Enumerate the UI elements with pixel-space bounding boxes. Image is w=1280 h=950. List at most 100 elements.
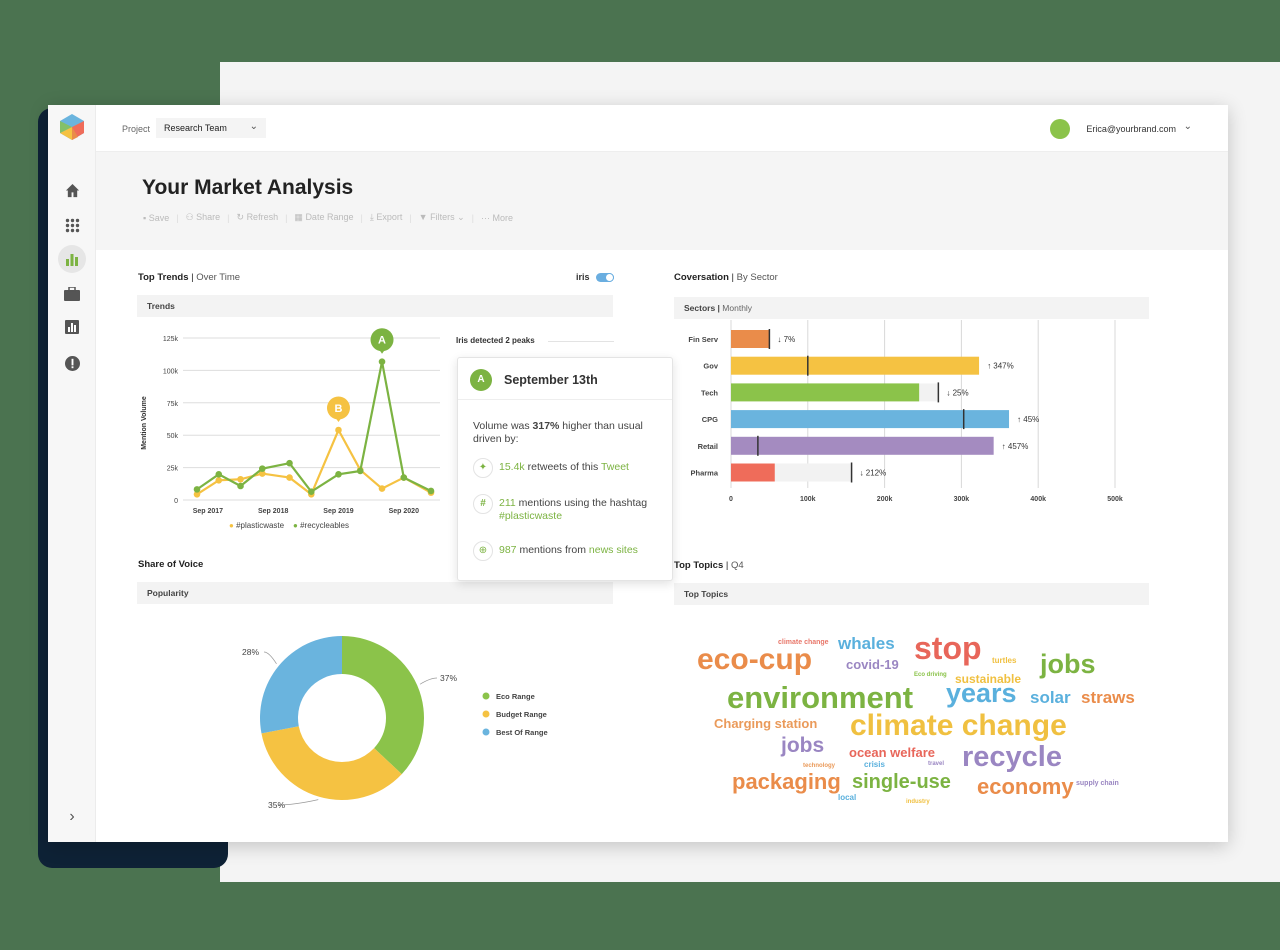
popularity-panel-header: Popularity (137, 582, 613, 604)
bar-gov (731, 356, 980, 375)
topic-word[interactable]: whales (838, 634, 895, 653)
bar-tech (731, 383, 920, 402)
save-button[interactable]: ▪ Save (143, 212, 170, 223)
legend-plasticwaste: #plasticwaste (236, 521, 285, 530)
bar-retail (731, 436, 994, 455)
previous-bar-bg (919, 383, 939, 402)
news-row: ⊕ 987 mentions from news sites (473, 541, 657, 561)
chevron-right-icon[interactable]: › (69, 808, 75, 825)
topic-word[interactable]: recycle (962, 741, 1062, 773)
user-email[interactable]: Erica@yourbrand.com (1086, 124, 1176, 134)
app-logo (60, 114, 84, 140)
category-label: Gov (703, 362, 718, 371)
topic-word[interactable]: jobs (781, 734, 825, 757)
avatar[interactable] (1050, 119, 1070, 139)
trends-panel-header: Trends (137, 295, 613, 317)
project-value: Research Team (164, 123, 227, 133)
change-label: ↓ 25% (946, 388, 968, 397)
slice-budget-range (261, 726, 402, 800)
news-sites-link[interactable]: news sites (588, 544, 638, 556)
bar-chart-icon[interactable] (58, 245, 86, 273)
topic-word[interactable]: covid-19 (846, 657, 899, 672)
report-icon[interactable] (60, 315, 84, 339)
trends-line-chart: 0 25k 50k 75k 100k 125k Sep 2017 Sep 2018 Sep 20… (141, 328, 440, 515)
topic-word[interactable]: technology (803, 763, 836, 769)
topics-heading: Top Topics | Q4 (674, 560, 744, 571)
x-tick-label: 500k (1107, 496, 1123, 503)
chevron-down-icon: ⌄ (249, 121, 258, 132)
topic-word[interactable]: years (946, 678, 1017, 708)
topics-panel-header: Top Topics (674, 583, 1149, 605)
filters-button[interactable]: ▼ Filters ⌄ (418, 212, 465, 222)
data-point (378, 485, 386, 492)
data-point (259, 465, 266, 472)
x-tick-label: 200k (877, 496, 893, 503)
topic-word[interactable]: solar (1030, 688, 1071, 707)
topic-word[interactable]: climate change (850, 709, 1067, 742)
globe-icon: ⊕ (473, 541, 493, 561)
data-point (215, 471, 223, 478)
topic-word[interactable]: single-use (852, 771, 951, 793)
topic-word[interactable]: crisis (864, 760, 885, 769)
data-point (215, 477, 223, 484)
topic-word[interactable]: travel (928, 761, 945, 767)
iris-toggle[interactable] (596, 273, 614, 282)
peak-date: September 13th (504, 373, 598, 387)
topic-word[interactable]: sustainable (955, 672, 1022, 686)
slice-label: 37% (440, 673, 457, 683)
topic-word[interactable]: economy (977, 774, 1074, 799)
alert-icon[interactable] (60, 351, 84, 375)
topic-word[interactable]: industry (906, 799, 930, 805)
project-label: Project (122, 124, 151, 134)
tweet-link[interactable]: Tweet (600, 461, 629, 473)
data-point (286, 474, 293, 481)
legend-swatch (482, 692, 490, 700)
topic-word[interactable]: straws (1081, 688, 1135, 707)
peak-badge: A (470, 369, 492, 391)
topic-word[interactable]: ocean welfare (849, 745, 935, 760)
topic-word[interactable]: supply chain (1076, 780, 1119, 787)
hashtag-row: #211 mentions using the hashtag #plastic… (473, 494, 657, 523)
slice-label: 35% (268, 800, 285, 810)
topic-word[interactable]: environment (727, 680, 914, 715)
leader-line (277, 799, 319, 806)
data-point (193, 486, 201, 493)
topic-word[interactable]: eco-cup (697, 643, 813, 676)
export-button[interactable]: ⤓ Export (369, 212, 403, 222)
top-bar: Project Research Team ⌄ Erica@yourbrand.… (96, 105, 1228, 152)
category-label: Pharma (690, 469, 718, 478)
chevron-down-icon[interactable]: ⌄ (1183, 121, 1192, 132)
page-title: Your Market Analysis (142, 176, 354, 199)
more-button[interactable]: ··· More (480, 212, 513, 223)
data-point (307, 488, 315, 496)
toolbar: ▪ Save | ⚇ Share | ↻ Refresh | ▦ Date Range… (143, 212, 513, 223)
project-select[interactable]: Research Team ⌄ (156, 118, 266, 138)
share-heading: Share of Voice (138, 559, 204, 570)
previous-bar-bg (774, 463, 852, 482)
share-button[interactable]: ⚇ Share (185, 212, 221, 222)
topic-word[interactable]: local (838, 793, 857, 802)
y-tick-label: 125k (163, 336, 179, 343)
date-range-button[interactable]: ▦ Date Range (294, 212, 354, 222)
hashtag-link[interactable]: #plasticwaste (499, 510, 563, 522)
topic-word[interactable]: Eco driving (914, 672, 947, 678)
topic-word[interactable]: climate change (778, 639, 829, 646)
iris-toggle-label: iris (576, 272, 590, 282)
data-point (378, 358, 386, 366)
topic-word[interactable]: jobs (1040, 649, 1096, 679)
legend-label: Budget Range (496, 710, 547, 719)
topic-word[interactable]: turtles (992, 656, 1017, 665)
divider (548, 341, 614, 342)
retweets-row: ✦ 15.4k retweets of this Tweet (473, 458, 657, 478)
change-label: ↑ 347% (987, 362, 1014, 371)
topic-word[interactable]: packaging (732, 769, 841, 794)
refresh-button[interactable]: ↻ Refresh (236, 212, 279, 222)
briefcase-icon[interactable] (60, 282, 84, 306)
legend-swatch (482, 728, 490, 736)
apps-grid-icon[interactable] (60, 213, 84, 237)
slice-label: 28% (242, 647, 259, 657)
topic-word[interactable]: stop (914, 630, 982, 666)
topic-word[interactable]: Charging station (714, 716, 818, 731)
home-icon[interactable] (60, 178, 84, 202)
slice-eco-range (342, 636, 424, 775)
